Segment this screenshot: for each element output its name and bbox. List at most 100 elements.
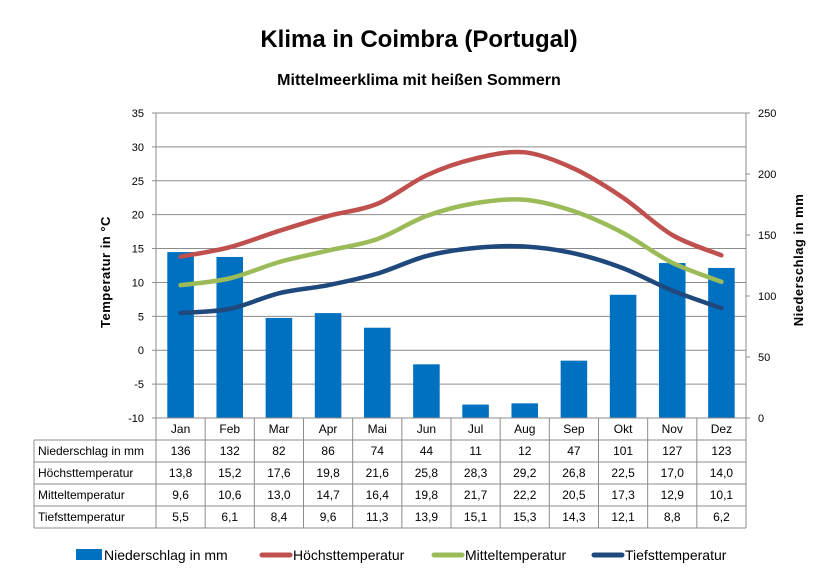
x-tick-label: Aug <box>514 422 535 436</box>
table-cell-value: 17,6 <box>267 466 291 480</box>
x-tick-label: Mar <box>269 422 290 436</box>
table-cell-value: 29,2 <box>513 466 537 480</box>
precipitation-bar <box>167 252 194 418</box>
x-tick-label: Dez <box>711 422 732 436</box>
table-cell-value: 9,6 <box>172 488 189 502</box>
precipitation-bar <box>314 313 342 418</box>
y-tick-label: 0 <box>138 345 144 357</box>
x-tick-label: Sep <box>563 422 585 436</box>
y-tick-label: 5 <box>138 311 144 323</box>
x-tick-label: Mai <box>368 422 387 436</box>
table-row-header: Höchsttemperatur <box>38 466 133 480</box>
table-cell-value: 19,8 <box>415 488 439 502</box>
x-tick-label: Nov <box>662 422 683 436</box>
y-tick-label: 30 <box>132 142 144 154</box>
table-cell-value: 13,8 <box>169 466 193 480</box>
gridlines <box>156 112 746 419</box>
x-tick-label: Jul <box>468 422 483 436</box>
x-tick-label: Feb <box>219 422 240 436</box>
table-cell-value: 9,6 <box>320 510 337 524</box>
chart-subtitle: Mittelmeerklima mit heißen Sommern <box>277 72 561 89</box>
y2-tick-label: 250 <box>758 108 776 120</box>
höchsttemperatur-line <box>178 149 724 259</box>
table-cell-value: 74 <box>371 444 385 458</box>
legend-label: Höchsttemperatur <box>293 547 405 563</box>
y-tick-label: 25 <box>132 176 144 188</box>
table-cell-value: 15,3 <box>513 510 537 524</box>
precipitation-bar <box>265 317 293 418</box>
table-cell-value: 5,5 <box>172 510 189 524</box>
x-tick-label: Apr <box>319 422 338 436</box>
precipitation-bar <box>216 256 244 418</box>
legend-label: Tiefsttemperatur <box>625 547 727 563</box>
axes: 35302520151050-5-10250200150100500Temper… <box>98 108 806 425</box>
x-tick-label: Jan <box>171 422 190 436</box>
x-tick-label: Jun <box>417 422 436 436</box>
y2-axis-title: Niederschlag in mm <box>791 194 806 327</box>
y-tick-label: 10 <box>132 277 144 289</box>
table-cell-value: 20,5 <box>562 488 586 502</box>
temperature-lines <box>178 149 724 316</box>
table-row-header: Tiefsttemperatur <box>38 510 125 524</box>
y-axis-title: Temperatur in °C <box>98 216 113 328</box>
table-cell-value: 12 <box>518 444 532 458</box>
table-cell-value: 17,3 <box>611 488 635 502</box>
table-cell-value: 10,1 <box>710 488 734 502</box>
y2-tick-label: 150 <box>758 230 776 242</box>
table-cell-value: 101 <box>613 444 633 458</box>
table-cell-value: 13,0 <box>267 488 291 502</box>
table-cell-value: 6,1 <box>221 510 238 524</box>
table-cell-value: 8,8 <box>664 510 681 524</box>
table-cell-value: 12,9 <box>661 488 685 502</box>
table-cell-value: 86 <box>321 444 335 458</box>
table-cell-value: 82 <box>272 444 286 458</box>
precipitation-bars <box>167 252 735 418</box>
table-cell-value: 10,6 <box>218 488 242 502</box>
table-cell-value: 17,0 <box>661 466 685 480</box>
precipitation-bar <box>363 327 391 418</box>
table-cell-value: 123 <box>711 444 731 458</box>
precipitation-bar <box>511 403 539 418</box>
y-tick-label: 15 <box>132 244 144 256</box>
table-cell-value: 44 <box>420 444 434 458</box>
table-cell-value: 19,8 <box>316 466 340 480</box>
tiefsttemperatur-line <box>178 243 724 316</box>
table-cell-value: 11 <box>469 444 482 458</box>
table-cell-value: 11,3 <box>366 510 389 524</box>
precipitation-bar <box>560 360 588 418</box>
table-cell-value: 21,7 <box>464 488 488 502</box>
table-cell-value: 8,4 <box>271 510 288 524</box>
table-cell-value: 6,2 <box>713 510 730 524</box>
table-cell-value: 14,7 <box>316 488 340 502</box>
table-cell-value: 136 <box>171 444 191 458</box>
table-cell-value: 26,8 <box>562 466 586 480</box>
y-tick-label: -10 <box>128 413 144 425</box>
y-tick-label: 35 <box>132 108 144 120</box>
legend-label: Niederschlag in mm <box>104 547 228 563</box>
y-tick-label: -5 <box>134 379 144 391</box>
table-cell-value: 21,6 <box>366 466 390 480</box>
chart-title: Klima in Coimbra (Portugal) <box>260 26 578 53</box>
legend: Niederschlag in mm Höchsttemperatur Mittel… <box>76 547 727 563</box>
precipitation-bar <box>413 364 440 418</box>
x-tick-label: Okt <box>614 422 633 436</box>
table-cell-value: 14,0 <box>710 466 734 480</box>
y-tick-label: 20 <box>132 210 144 222</box>
table-row-header: Niederschlag in mm <box>38 444 144 458</box>
table-cell-value: 25,8 <box>415 466 439 480</box>
table-cell-value: 28,3 <box>464 466 488 480</box>
table-cell-value: 12,1 <box>611 510 635 524</box>
legend-label: Mitteltemperatur <box>465 547 566 563</box>
precipitation-bar <box>462 404 489 418</box>
table-cell-value: 15,1 <box>464 510 488 524</box>
table-cell-value: 22,2 <box>513 488 537 502</box>
y2-tick-label: 50 <box>758 352 770 364</box>
precipitation-bar <box>708 267 735 418</box>
mitteltemperatur-line <box>178 197 724 288</box>
y2-tick-label: 100 <box>758 291 776 303</box>
table-row-header: Mitteltemperatur <box>38 488 125 502</box>
precipitation-bar <box>609 294 637 418</box>
table-cell-value: 16,4 <box>366 488 390 502</box>
table-cell-value: 15,2 <box>218 466 242 480</box>
